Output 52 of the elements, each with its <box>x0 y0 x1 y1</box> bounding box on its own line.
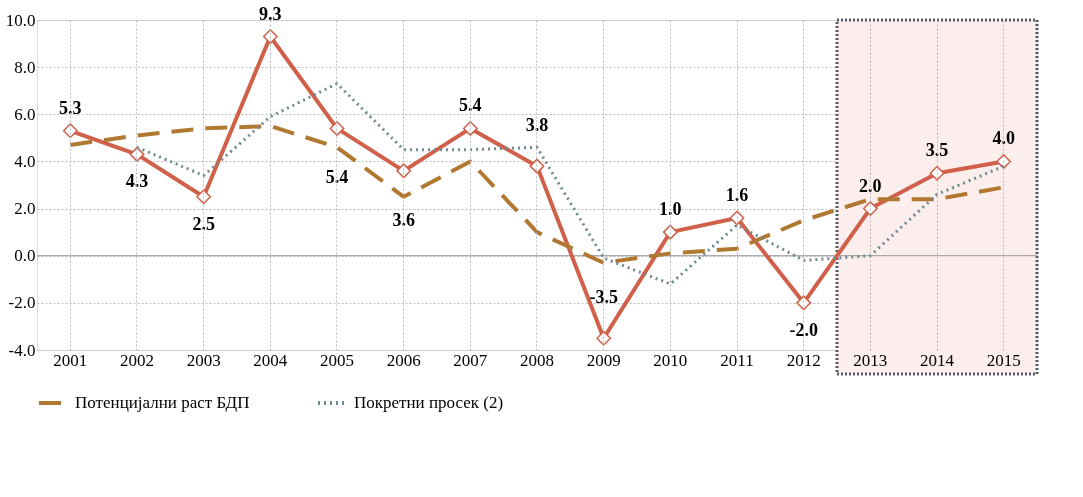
data-label: 3.6 <box>392 209 415 230</box>
x-tick-label: 2011 <box>720 350 754 370</box>
y-tick-label: -2.0 <box>8 293 36 313</box>
legend-label: Покретни просек (2) <box>354 393 504 412</box>
x-tick-label: 2004 <box>253 350 288 370</box>
x-tick-label: 2001 <box>53 350 88 370</box>
x-tick-label: 2005 <box>320 350 354 370</box>
point <box>862 201 878 217</box>
y-tick-label: 4.0 <box>14 151 36 171</box>
data-label: 1.6 <box>725 185 749 205</box>
x-tick-label: 2013 <box>853 350 888 370</box>
data-label: 5.3 <box>59 97 82 118</box>
data-label: 5.4 <box>325 167 349 188</box>
data-label: -3.5 <box>589 287 618 308</box>
point <box>329 120 345 136</box>
data-label: 4.0 <box>992 128 1015 149</box>
data-label: 9.3 <box>259 3 282 24</box>
x-tick-label: 2014 <box>920 350 955 370</box>
point <box>62 123 78 139</box>
y-tick-label: 10.0 <box>5 10 36 30</box>
point <box>662 224 678 240</box>
point <box>396 163 412 179</box>
data-label: 3.5 <box>925 140 949 161</box>
x-tick-label: 2015 <box>986 350 1021 370</box>
x-tick-label: 2006 <box>386 350 421 370</box>
point <box>996 153 1012 169</box>
data-label: 1.0 <box>659 199 682 220</box>
x-tick-label: 2007 <box>453 350 488 370</box>
data-label: 2.0 <box>859 175 882 196</box>
point <box>929 165 945 181</box>
y-tick-label: 6.0 <box>14 104 36 124</box>
x-tick-label: 2003 <box>186 350 221 370</box>
y-tick-label: 0.0 <box>14 246 36 266</box>
data-label: 5.4 <box>459 95 482 116</box>
data-label: 3.8 <box>525 115 549 136</box>
point <box>796 295 812 311</box>
x-tick-label: 2012 <box>786 350 821 370</box>
point <box>129 146 145 162</box>
y-tick-label: 2.0 <box>14 199 36 219</box>
point <box>462 120 478 136</box>
x-tick-label: 2002 <box>120 350 154 370</box>
data-label: -2.0 <box>789 319 818 340</box>
point <box>596 330 612 346</box>
point <box>196 189 212 205</box>
y-tick-label: -4.0 <box>8 340 36 360</box>
x-tick-label: 2010 <box>653 350 688 370</box>
legend-label: Потенцијални раст БДП <box>75 393 250 412</box>
y-tick-label: 8.0 <box>14 57 36 77</box>
data-label: 4.3 <box>125 171 149 192</box>
x-tick-label: 2008 <box>520 350 554 370</box>
data-label: 2.5 <box>192 213 215 234</box>
x-tick-label: 2009 <box>586 350 621 370</box>
